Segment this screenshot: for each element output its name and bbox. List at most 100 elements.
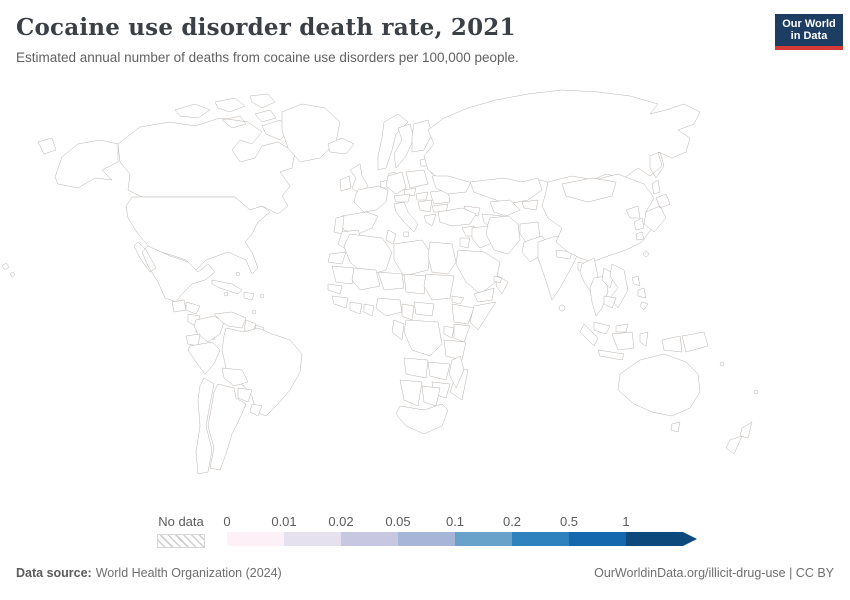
country-uganda[interactable] <box>443 325 455 339</box>
country-indonesia[interactable] <box>579 323 683 361</box>
country-france[interactable] <box>353 185 389 213</box>
country-niger[interactable] <box>377 271 405 291</box>
legend-bin-0.05-0.1[interactable] <box>398 532 455 546</box>
country-jordan[interactable] <box>459 237 471 249</box>
country-south-africa[interactable] <box>395 403 449 435</box>
country-australia[interactable] <box>617 353 701 433</box>
country-cuba[interactable] <box>211 279 243 295</box>
country-bahamas[interactable] <box>235 271 241 277</box>
country-libya[interactable] <box>393 239 431 277</box>
country-trinidad[interactable] <box>251 309 257 315</box>
country-finland[interactable] <box>411 119 433 153</box>
country-kazakhstan[interactable] <box>469 177 543 205</box>
country-greece[interactable] <box>423 213 437 227</box>
country-nigeria[interactable] <box>375 297 403 317</box>
country-germany[interactable] <box>385 171 407 195</box>
country-colombia[interactable] <box>193 315 225 343</box>
country-uruguay[interactable] <box>249 403 263 417</box>
country-somalia[interactable] <box>469 301 497 331</box>
country-fiji[interactable] <box>753 389 759 395</box>
country-dominican-republic[interactable] <box>243 291 255 301</box>
country-sri-lanka[interactable] <box>558 304 566 312</box>
country-central-african-republic[interactable] <box>413 301 435 317</box>
country-dr-congo[interactable] <box>403 319 443 357</box>
country-brazil[interactable] <box>221 327 303 417</box>
country-united-states[interactable] <box>1 139 271 278</box>
country-mali[interactable] <box>351 267 381 291</box>
world-map[interactable] <box>0 82 850 510</box>
country-uae[interactable] <box>493 275 503 284</box>
country-iceland[interactable] <box>327 137 355 155</box>
country-zambia[interactable] <box>427 361 451 381</box>
country-mauritania[interactable] <box>331 265 355 285</box>
country-eritrea[interactable] <box>451 295 465 305</box>
country-western-sahara[interactable] <box>327 251 347 265</box>
legend-bin-0.01-0.02[interactable] <box>284 532 341 546</box>
country-czechia[interactable] <box>403 187 417 197</box>
legend-bin-0.5-1[interactable] <box>569 532 626 546</box>
country-ecuador[interactable] <box>185 333 201 347</box>
country-congo[interactable] <box>391 319 405 341</box>
legend-bin-0.2-0.5[interactable] <box>512 532 569 546</box>
country-ghana[interactable] <box>363 303 375 317</box>
country-guinea[interactable] <box>331 295 349 309</box>
legend-no-data-swatch[interactable] <box>157 534 205 548</box>
country-egypt[interactable] <box>427 241 457 275</box>
country-tanzania[interactable] <box>443 339 467 361</box>
country-kenya[interactable] <box>453 323 471 343</box>
country-serbia[interactable] <box>417 199 433 213</box>
country-kyrgyzstan[interactable] <box>521 199 539 211</box>
country-tunisia[interactable] <box>385 229 397 245</box>
country-ivory-coast[interactable] <box>349 301 363 315</box>
country-bolivia[interactable] <box>221 367 249 387</box>
country-philippines[interactable] <box>631 275 649 311</box>
country-saudi-arabia[interactable] <box>455 249 501 295</box>
country-venezuela[interactable] <box>213 311 247 329</box>
country-north-korea[interactable] <box>625 205 641 219</box>
country-mexico[interactable] <box>133 241 216 303</box>
country-chile[interactable] <box>195 377 215 475</box>
country-madagascar[interactable] <box>448 355 465 389</box>
legend-bin-0-0.01[interactable] <box>227 532 284 546</box>
country-portugal[interactable] <box>333 215 345 235</box>
country-peru[interactable] <box>187 341 221 375</box>
country-puerto-rico[interactable] <box>259 293 265 299</box>
country-japan[interactable] <box>635 193 671 241</box>
country-sweden[interactable] <box>393 123 415 169</box>
country-south-korea[interactable] <box>633 217 645 231</box>
legend-bin-0.1-0.2[interactable] <box>455 532 512 546</box>
country-papua-new-guinea[interactable] <box>681 331 709 353</box>
country-cambodia[interactable] <box>603 295 617 309</box>
country-senegal[interactable] <box>327 283 343 295</box>
legend-bin-1+[interactable] <box>626 532 697 546</box>
country-italy[interactable] <box>393 201 419 238</box>
legend-bin-0.02-0.05[interactable] <box>341 532 398 546</box>
country-jamaica[interactable] <box>223 291 229 297</box>
country-taiwan[interactable] <box>643 251 649 257</box>
country-uzbekistan[interactable] <box>489 199 521 217</box>
country-ethiopia[interactable] <box>451 303 475 325</box>
country-paraguay[interactable] <box>237 387 253 403</box>
country-guatemala[interactable] <box>171 299 187 313</box>
country-ireland[interactable] <box>339 175 352 192</box>
country-argentina[interactable] <box>207 383 247 471</box>
country-poland[interactable] <box>405 169 429 189</box>
country-spain[interactable] <box>339 211 379 235</box>
country-cameroon[interactable] <box>401 303 415 321</box>
country-angola[interactable] <box>403 357 429 379</box>
owid-logo[interactable]: Our World in Data <box>775 14 843 50</box>
country-chad[interactable] <box>403 273 427 295</box>
attribution-link[interactable]: OurWorldinData.org/illicit-drug-use | CC… <box>594 566 834 580</box>
country-canada[interactable] <box>117 93 296 215</box>
country-yemen[interactable] <box>473 287 495 303</box>
country-greenland[interactable] <box>281 103 341 163</box>
country-austria[interactable] <box>393 193 411 203</box>
country-malaysia[interactable] <box>593 321 629 335</box>
country-solomon-islands[interactable] <box>719 361 725 367</box>
country-mongolia[interactable] <box>561 177 617 203</box>
country-sudan[interactable] <box>423 273 455 301</box>
country-hungary[interactable] <box>415 191 429 201</box>
country-new-zealand[interactable] <box>725 421 753 455</box>
country-honduras[interactable] <box>185 301 201 315</box>
country-botswana[interactable] <box>421 385 441 407</box>
